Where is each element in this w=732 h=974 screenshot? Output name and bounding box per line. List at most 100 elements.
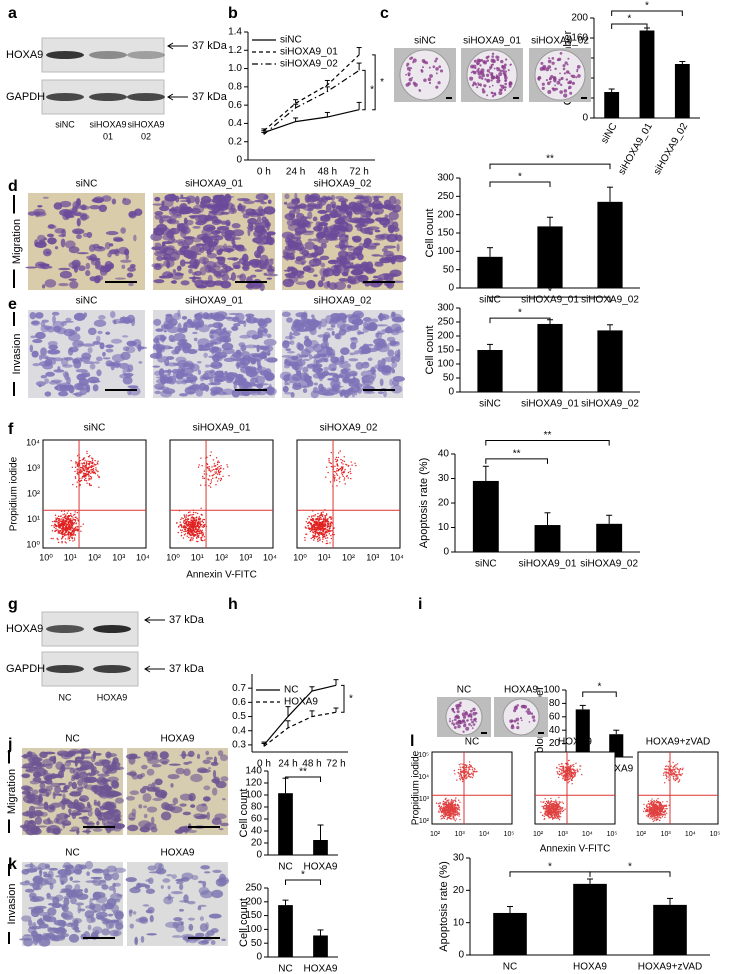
- cell: [77, 252, 89, 254]
- well-title: HOXA9: [504, 685, 538, 696]
- colony: [429, 67, 431, 69]
- y-tick-label: 50: [443, 264, 455, 275]
- event: [217, 480, 218, 481]
- colony: [414, 83, 418, 87]
- event: [92, 458, 93, 459]
- event: [327, 526, 328, 527]
- cell: [82, 816, 89, 824]
- cell: [92, 869, 104, 874]
- event: [51, 538, 52, 539]
- cell: [184, 217, 188, 224]
- event: [344, 456, 345, 457]
- cell: [381, 258, 387, 261]
- cell: [321, 196, 329, 203]
- colony: [476, 63, 479, 66]
- colony: [452, 710, 454, 712]
- cell: [195, 196, 200, 205]
- event: [191, 525, 192, 526]
- cell: [94, 275, 101, 283]
- cell: [303, 388, 307, 393]
- significance-bracket: [590, 872, 670, 877]
- event: [328, 521, 329, 522]
- cell: [352, 236, 361, 243]
- cell: [368, 358, 373, 361]
- cell: [332, 331, 335, 336]
- cell: [191, 208, 201, 214]
- colony: [520, 717, 522, 719]
- panel-letter: e: [8, 296, 17, 313]
- event: [210, 471, 211, 472]
- event: [322, 532, 323, 533]
- band-label: GAPDH: [6, 91, 45, 103]
- event: [328, 523, 329, 524]
- colony: [505, 58, 507, 60]
- event: [312, 525, 313, 526]
- event: [307, 518, 308, 519]
- cell: [199, 383, 207, 391]
- cell: [84, 776, 97, 783]
- event: [67, 529, 68, 530]
- event: [188, 530, 189, 531]
- line: [264, 70, 359, 134]
- event: [207, 479, 208, 480]
- cell: [236, 275, 242, 278]
- cell: [306, 265, 315, 268]
- event: [204, 539, 205, 540]
- event: [76, 462, 77, 463]
- colony: [429, 82, 431, 84]
- cell: [294, 207, 300, 214]
- cell: [68, 781, 72, 786]
- event: [213, 459, 214, 460]
- colony: [433, 65, 436, 68]
- cell: [222, 317, 233, 319]
- cell: [58, 234, 66, 237]
- cell: [284, 274, 290, 277]
- event: [326, 531, 327, 532]
- event: [337, 475, 338, 476]
- event: [66, 521, 67, 522]
- cell: [47, 349, 60, 354]
- colony: [463, 710, 465, 712]
- cell: [211, 940, 216, 945]
- well-title: NC: [457, 685, 471, 696]
- event: [73, 514, 74, 515]
- event: [189, 528, 190, 529]
- cell: [255, 269, 263, 271]
- cell: [309, 354, 312, 359]
- cell: [167, 885, 170, 889]
- y-tick-label: 300: [437, 303, 454, 314]
- event: [59, 524, 60, 525]
- cell: [199, 203, 207, 208]
- event: [212, 478, 213, 479]
- cell: [30, 335, 36, 338]
- y-tick-label: 0: [458, 950, 464, 961]
- event: [77, 455, 78, 456]
- bar: [493, 913, 527, 955]
- x-tick-label: 10⁰: [39, 552, 53, 562]
- y-tick-label: 0: [448, 387, 454, 398]
- cell: [267, 334, 272, 338]
- event: [350, 473, 351, 474]
- colony: [462, 731, 464, 733]
- event: [330, 519, 331, 520]
- cell: [325, 373, 332, 375]
- colony: [440, 69, 443, 72]
- cell: [232, 262, 240, 268]
- cell: [142, 793, 151, 802]
- event: [336, 461, 337, 462]
- event: [58, 520, 59, 521]
- colony: [533, 719, 536, 722]
- cell: [208, 244, 216, 247]
- event: [77, 473, 78, 474]
- colony: [478, 83, 481, 86]
- event: [74, 522, 75, 523]
- y-tick-label: 150: [437, 228, 454, 239]
- event: [213, 474, 214, 475]
- colony: [563, 68, 566, 71]
- colony: [456, 721, 460, 725]
- cell: [71, 826, 80, 830]
- cell: [231, 326, 238, 331]
- event: [198, 467, 199, 468]
- cell: [288, 277, 298, 283]
- cell: [102, 352, 106, 357]
